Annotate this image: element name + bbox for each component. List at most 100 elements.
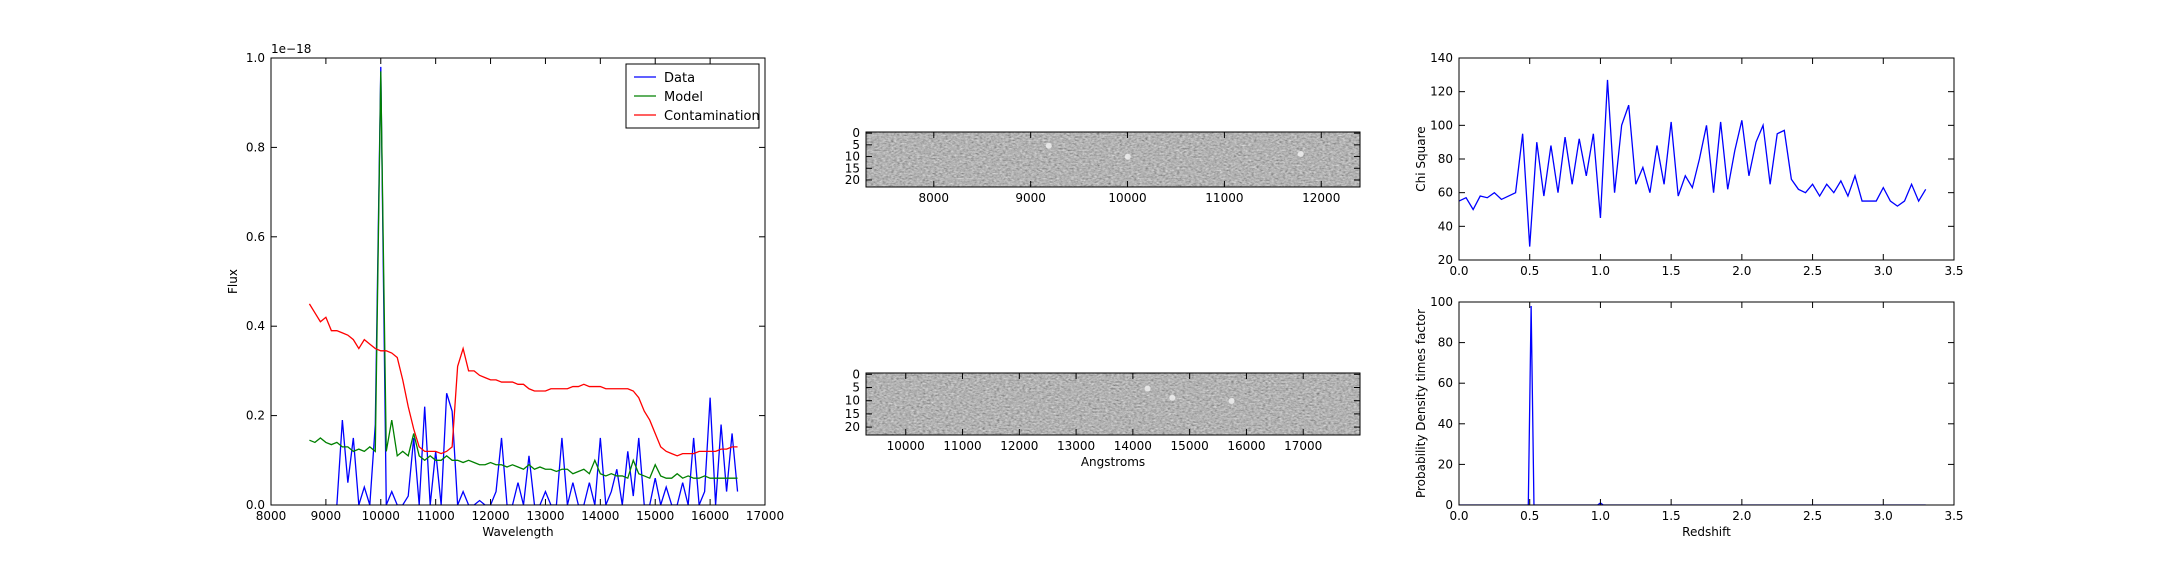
x-tick-label: 1.0 — [1591, 509, 1610, 523]
y-axis-label: Probability Density times factor — [1414, 309, 1428, 498]
x-tick-label: 2.0 — [1732, 264, 1751, 278]
y-tick-label: 20 — [1438, 457, 1453, 471]
y-tick-label: 140 — [1430, 51, 1453, 65]
x-tick-label: 0.0 — [1449, 509, 1468, 523]
series-line — [308, 303, 738, 457]
y-tick-label: 20 — [845, 420, 860, 434]
x-axis-label: Redshift — [1682, 525, 1731, 539]
x-tick-label: 14000 — [581, 509, 619, 523]
x-tick-label: 0.5 — [1520, 264, 1539, 278]
plot-area — [866, 132, 1360, 187]
x-tick-label: 0.5 — [1520, 509, 1539, 523]
bright-spot — [1228, 397, 1235, 404]
legend-label: Contamination — [664, 109, 760, 124]
y-tick-label: 100 — [1430, 295, 1453, 309]
x-tick-label: 17000 — [746, 509, 784, 523]
x-tick-label: 9000 — [311, 509, 342, 523]
bright-spot — [1144, 385, 1151, 392]
y-tick-label: 5 — [852, 138, 860, 152]
series-line — [1459, 79, 1927, 247]
x-tick-label: 13000 — [526, 509, 564, 523]
y-tick-label: 1.0 — [246, 51, 265, 65]
y-tick-label: 20 — [845, 173, 860, 187]
y-tick-label: 40 — [1438, 417, 1453, 431]
y-tick-label: 15 — [845, 407, 860, 421]
x-tick-label: 3.5 — [1944, 264, 1963, 278]
series-line — [309, 71, 738, 480]
bright-spot — [1169, 394, 1176, 401]
x-tick-label: 2.5 — [1803, 264, 1822, 278]
y-tick-label: 15 — [845, 161, 860, 175]
y-tick-label: 10 — [845, 394, 860, 408]
series-line — [336, 66, 739, 505]
x-tick-label: 8000 — [919, 191, 950, 205]
y-tick-label: 0 — [852, 126, 860, 140]
y-tick-label: 10 — [845, 150, 860, 164]
y-tick-label: 0.0 — [246, 498, 265, 512]
y-tick-label: 120 — [1430, 85, 1453, 99]
spectrum-image — [866, 132, 1360, 187]
y-tick-label: 5 — [852, 381, 860, 395]
y-tick-label: 0.4 — [246, 319, 265, 333]
x-tick-label: 11000 — [943, 439, 981, 453]
x-tick-label: 12000 — [1000, 439, 1038, 453]
x-axis-label: Angstroms — [1081, 455, 1145, 469]
x-tick-label: 1.0 — [1591, 264, 1610, 278]
y-tick-label: 0 — [1445, 498, 1453, 512]
x-tick-label: 16000 — [691, 509, 729, 523]
y-axis-label: Flux — [226, 269, 240, 294]
x-tick-label: 13000 — [1057, 439, 1095, 453]
x-tick-label: 3.0 — [1874, 509, 1893, 523]
y-tick-label: 80 — [1438, 152, 1453, 166]
y-tick-label: 0 — [852, 367, 860, 381]
x-tick-label: 12000 — [1302, 191, 1340, 205]
x-tick-label: 10000 — [362, 509, 400, 523]
x-tick-label: 2.0 — [1732, 509, 1751, 523]
x-tick-label: 1.5 — [1662, 264, 1681, 278]
x-axis-label: Wavelength — [482, 525, 553, 539]
y-tick-label: 60 — [1438, 376, 1453, 390]
spectrum-image — [866, 373, 1360, 435]
x-tick-label: 11000 — [1205, 191, 1243, 205]
y-tick-label: 0.2 — [246, 409, 265, 423]
plot-area — [1459, 79, 1927, 247]
y-tick-label: 60 — [1438, 186, 1453, 200]
x-tick-label: 12000 — [471, 509, 509, 523]
plot-area — [308, 66, 739, 505]
x-tick-label: 2.5 — [1803, 509, 1822, 523]
y-tick-label: 0.8 — [246, 140, 265, 154]
y-tick-label: 40 — [1438, 219, 1453, 233]
x-tick-label: 10000 — [1108, 191, 1146, 205]
x-tick-label: 3.5 — [1944, 509, 1963, 523]
axes-frame — [865, 131, 1361, 188]
bright-spot — [1124, 153, 1131, 160]
legend-label: Model — [664, 90, 703, 105]
x-tick-label: 14000 — [1114, 439, 1152, 453]
y-tick-label: 20 — [1438, 253, 1453, 267]
legend-label: Data — [664, 71, 695, 86]
axes-frame — [270, 57, 766, 506]
bright-spot — [1297, 151, 1304, 157]
x-tick-label: 17000 — [1284, 439, 1322, 453]
y-axis-label: Chi Square — [1414, 126, 1428, 191]
y-tick-label: 100 — [1430, 118, 1453, 132]
axes-frame — [1458, 301, 1955, 506]
x-tick-label: 1.5 — [1662, 509, 1681, 523]
y-tick-label: 0.6 — [246, 230, 265, 244]
y-tick-label: 80 — [1438, 336, 1453, 350]
series-line — [1459, 306, 1926, 505]
x-tick-label: 0.0 — [1449, 264, 1468, 278]
plot-area — [866, 373, 1360, 435]
axes-frame — [865, 372, 1361, 436]
x-tick-label: 10000 — [887, 439, 925, 453]
x-tick-label: 15000 — [636, 509, 674, 523]
x-tick-label: 9000 — [1015, 191, 1046, 205]
plot-area — [1459, 306, 1926, 505]
bright-spot — [1045, 142, 1052, 149]
x-tick-label: 3.0 — [1874, 264, 1893, 278]
x-tick-label: 15000 — [1171, 439, 1209, 453]
x-tick-label: 8000 — [256, 509, 287, 523]
x-tick-label: 11000 — [417, 509, 455, 523]
offset-text: 1e−18 — [271, 42, 311, 56]
